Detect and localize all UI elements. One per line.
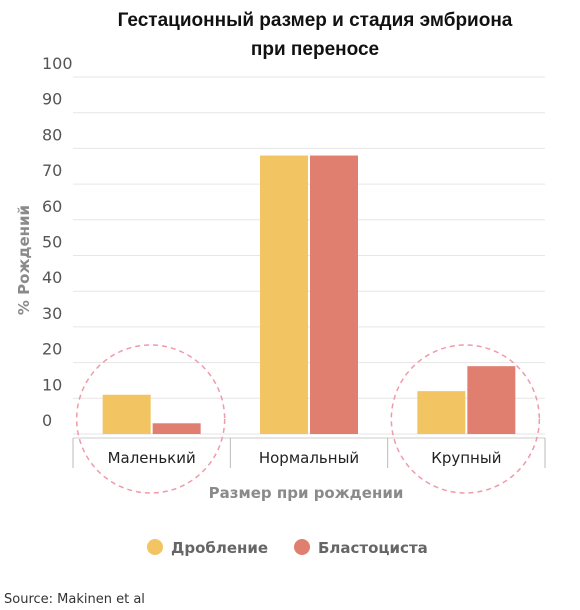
highlight-circle — [75, 344, 226, 494]
bar-cleavage — [260, 155, 308, 435]
bar-cleavage — [102, 394, 151, 434]
y-axis-ticks: 0 10 20 30 40 50 60 70 80 90 100 — [42, 54, 73, 430]
chart-title-line-1: Гестационный размер и стадия эмбриона — [118, 10, 513, 31]
gridlines — [73, 76, 545, 435]
highlight-circle — [390, 344, 541, 494]
legend-swatch — [147, 539, 163, 555]
legend-swatch — [294, 539, 310, 555]
bars — [102, 155, 516, 435]
source-note: Source: Makinen et al — [4, 592, 145, 607]
category-label: Нормальный — [259, 449, 359, 467]
y-tick-label: 20 — [42, 340, 62, 359]
category-labels: Маленький Нормальный Крупный — [108, 449, 502, 467]
category-label: Крупный — [431, 449, 501, 467]
x-axis-title: Размер при рождении — [209, 484, 404, 502]
chart-title: Гестационный размер и стадия эмбриона пр… — [118, 10, 513, 60]
legend-label: Бластоциста — [318, 539, 428, 557]
y-tick-label: 40 — [42, 268, 62, 287]
category-label: Маленький — [108, 449, 196, 467]
x-axis-ticks — [72, 438, 546, 468]
bar-blastocyst — [152, 423, 201, 434]
y-tick-label: 30 — [42, 304, 62, 323]
bar-blastocyst — [467, 366, 516, 434]
y-tick-label: 0 — [42, 411, 52, 430]
bar-cleavage — [417, 391, 466, 434]
chart-title-line-2: при переносе — [251, 39, 379, 60]
y-tick-label: 10 — [42, 375, 62, 394]
legend: Дробление Бластоциста — [147, 539, 428, 557]
y-tick-label: 60 — [42, 197, 62, 216]
y-tick-label: 80 — [42, 125, 62, 144]
bar-blastocyst — [310, 155, 358, 435]
y-axis-title: % Рождений — [15, 205, 33, 315]
y-tick-label: 50 — [42, 233, 62, 252]
y-tick-label: 100 — [42, 54, 73, 73]
y-tick-label: 90 — [42, 90, 62, 109]
highlight-circles — [75, 344, 541, 494]
legend-label: Дробление — [171, 539, 268, 557]
y-tick-label: 70 — [42, 161, 62, 180]
